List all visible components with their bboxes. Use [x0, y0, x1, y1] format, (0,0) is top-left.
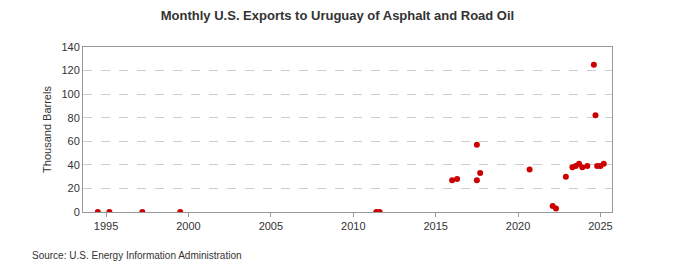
svg-text:100: 100	[61, 88, 79, 100]
svg-text:Monthly U.S. Exports to Urugua: Monthly U.S. Exports to Uruguay of Aspha…	[161, 8, 514, 23]
svg-text:2015: 2015	[423, 220, 447, 232]
svg-text:2000: 2000	[176, 220, 200, 232]
svg-text:Thousand Barrels: Thousand Barrels	[41, 86, 53, 173]
svg-text:80: 80	[68, 112, 80, 124]
svg-text:120: 120	[61, 64, 79, 76]
svg-text:2010: 2010	[341, 220, 365, 232]
svg-text:Source: U.S. Energy Informatio: Source: U.S. Energy Information Administ…	[32, 250, 242, 261]
svg-text:140: 140	[61, 41, 79, 53]
svg-text:1995: 1995	[94, 220, 118, 232]
svg-text:2025: 2025	[588, 220, 612, 232]
svg-text:0: 0	[74, 206, 80, 218]
svg-text:40: 40	[68, 159, 80, 171]
svg-text:2005: 2005	[259, 220, 283, 232]
svg-text:20: 20	[68, 182, 80, 194]
svg-text:60: 60	[68, 135, 80, 147]
svg-text:2020: 2020	[506, 220, 530, 232]
